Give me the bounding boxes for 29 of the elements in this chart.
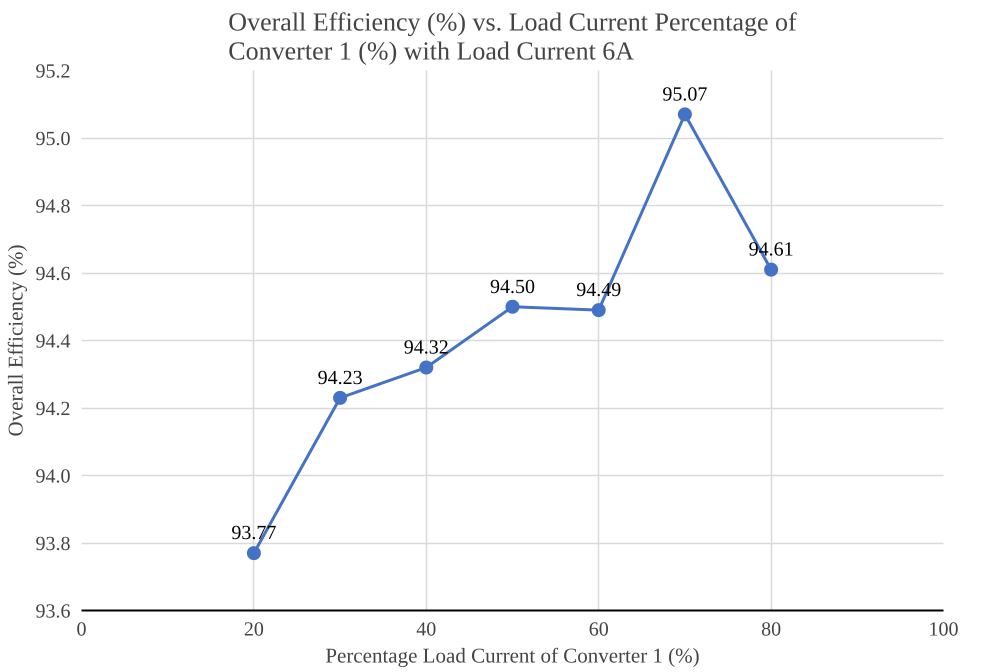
- chart-title: Overall Efficiency (%) vs. Load Current Percentage of Converter 1 (%) with Load Current 6A: [228, 8, 798, 66]
- point: [506, 300, 520, 314]
- point: [592, 303, 606, 318]
- point: [678, 107, 692, 122]
- x-tick-label: 100: [928, 618, 958, 640]
- y-tick-label: 94.0: [36, 466, 70, 488]
- x-tick-label: 80: [761, 618, 782, 640]
- data-label: 94.23: [318, 366, 363, 389]
- y-axis-title: Overall Efficiency (%): [4, 244, 28, 437]
- y-tick-label: 94.2: [36, 398, 70, 420]
- x-tick-label: 40: [416, 618, 436, 640]
- y-tick-label: 95.2: [36, 60, 70, 82]
- y-tick-label: 93.6: [36, 600, 70, 622]
- y-tick-label: 94.8: [36, 196, 70, 218]
- x-tick-label: 60: [588, 618, 609, 640]
- point: [246, 546, 261, 560]
- point: [333, 390, 348, 405]
- y-tick-label: 95.0: [36, 128, 70, 150]
- y-tick-label: 94.6: [36, 263, 70, 285]
- data-label: 95.07: [662, 83, 708, 106]
- x-axis-title: Percentage Load Current of Converter 1 (%): [325, 644, 700, 668]
- y-tick-label: 94.4: [36, 330, 70, 352]
- y-tick-label: 93.8: [36, 533, 70, 555]
- data-label: 94.50: [490, 276, 535, 298]
- point: [419, 360, 434, 374]
- data-label: 94.32: [404, 336, 449, 358]
- point: [764, 262, 778, 277]
- x-tick-label: 20: [244, 618, 264, 640]
- x-tick-label: 0: [76, 618, 86, 640]
